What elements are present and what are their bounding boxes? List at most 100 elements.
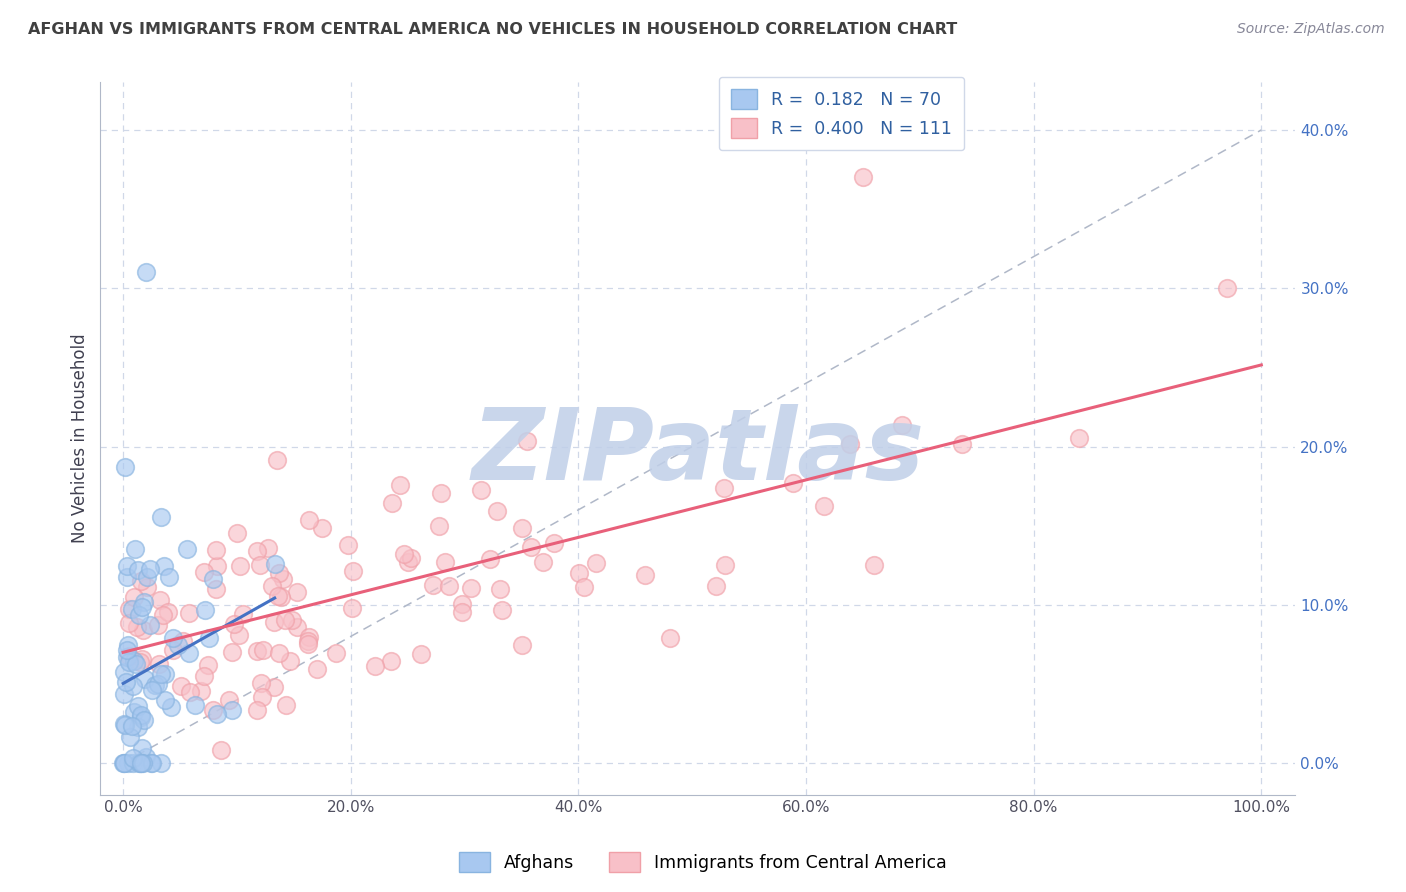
- Point: [114, 674, 136, 689]
- Point: [162, 643, 184, 657]
- Point: [134, 713, 156, 727]
- Point: [364, 659, 387, 673]
- Point: [122, 751, 145, 765]
- Point: [342, 601, 364, 615]
- Point: [263, 557, 285, 571]
- Point: [228, 628, 250, 642]
- Point: [117, 639, 139, 653]
- Point: [252, 643, 274, 657]
- Point: [112, 756, 135, 770]
- Point: [114, 718, 136, 732]
- Point: [197, 631, 219, 645]
- Point: [190, 683, 212, 698]
- Point: [125, 620, 148, 634]
- Point: [118, 616, 141, 631]
- Point: [120, 730, 142, 744]
- Point: [278, 654, 301, 668]
- Point: [138, 562, 160, 576]
- Point: [117, 756, 139, 770]
- Point: [121, 756, 143, 770]
- Point: [141, 756, 163, 770]
- Point: [543, 536, 565, 550]
- Point: [149, 667, 172, 681]
- Point: [146, 676, 169, 690]
- Point: [782, 475, 804, 490]
- Point: [117, 649, 139, 664]
- Text: AFGHAN VS IMMIGRANTS FROM CENTRAL AMERICA NO VEHICLES IN HOUSEHOLD CORRELATION C: AFGHAN VS IMMIGRANTS FROM CENTRAL AMERIC…: [28, 22, 957, 37]
- Point: [891, 417, 914, 432]
- Point: [112, 756, 135, 770]
- Point: [270, 590, 292, 604]
- Point: [430, 486, 453, 500]
- Point: [336, 538, 359, 552]
- Point: [249, 558, 271, 572]
- Point: [127, 699, 149, 714]
- Point: [388, 477, 411, 491]
- Point: [245, 544, 267, 558]
- Point: [460, 582, 482, 596]
- Point: [863, 558, 886, 573]
- Point: [658, 631, 681, 645]
- Point: [122, 591, 145, 605]
- Point: [129, 710, 152, 724]
- Point: [221, 703, 243, 717]
- Point: [263, 615, 285, 630]
- Point: [112, 687, 135, 701]
- Point: [169, 679, 191, 693]
- Point: [297, 633, 319, 648]
- Point: [132, 756, 155, 770]
- Point: [298, 513, 321, 527]
- Point: [439, 579, 461, 593]
- Point: [451, 605, 474, 619]
- Point: [157, 605, 180, 619]
- Point: [157, 570, 180, 584]
- Point: [274, 613, 297, 627]
- Point: [131, 600, 153, 615]
- Point: [260, 579, 283, 593]
- Point: [450, 597, 472, 611]
- Point: [274, 698, 297, 712]
- Point: [139, 756, 162, 770]
- Point: [121, 719, 143, 733]
- Point: [128, 608, 150, 623]
- Point: [115, 558, 138, 573]
- Point: [267, 590, 290, 604]
- Point: [121, 602, 143, 616]
- Point: [179, 685, 201, 699]
- Point: [246, 703, 269, 717]
- Point: [267, 566, 290, 581]
- Point: [325, 646, 347, 660]
- Point: [118, 601, 141, 615]
- Point: [166, 638, 188, 652]
- Point: [218, 693, 240, 707]
- Point: [568, 566, 591, 581]
- Point: [115, 643, 138, 657]
- Point: [128, 756, 150, 770]
- Point: [585, 556, 607, 570]
- Y-axis label: No Vehicles in Household: No Vehicles in Household: [72, 334, 89, 543]
- Point: [138, 617, 160, 632]
- Point: [162, 631, 184, 645]
- Point: [838, 437, 860, 451]
- Point: [209, 743, 232, 757]
- Point: [433, 555, 456, 569]
- Point: [149, 756, 172, 770]
- Point: [183, 698, 205, 713]
- Point: [122, 706, 145, 720]
- Point: [201, 703, 224, 717]
- Point: [298, 630, 321, 644]
- Point: [222, 616, 245, 631]
- Point: [311, 521, 333, 535]
- Point: [129, 707, 152, 722]
- Point: [177, 646, 200, 660]
- Point: [510, 521, 533, 535]
- Point: [252, 690, 274, 704]
- Point: [129, 756, 152, 770]
- Point: [132, 623, 155, 637]
- Point: [422, 577, 444, 591]
- Point: [112, 716, 135, 731]
- Point: [135, 265, 157, 279]
- Point: [194, 603, 217, 617]
- Point: [112, 756, 135, 770]
- Point: [516, 434, 538, 448]
